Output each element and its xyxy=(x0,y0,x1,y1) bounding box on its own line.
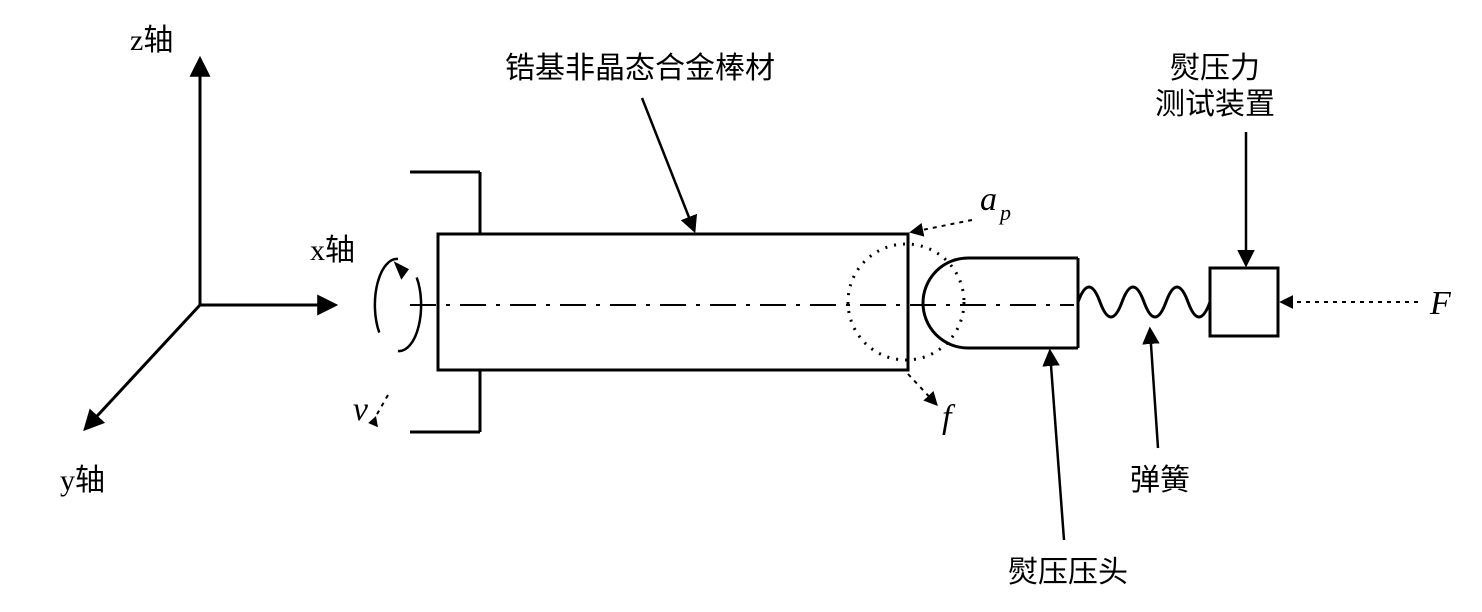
rotation-arc-front xyxy=(398,277,421,351)
rotation-arrowhead xyxy=(394,261,409,279)
spring-label: 弹簧 xyxy=(1130,464,1190,497)
x-axis-label: x轴 xyxy=(310,234,355,267)
force-box-label-2: 测试装置 xyxy=(1155,88,1275,121)
bar-label: 锆基非晶态合金棒材 xyxy=(505,52,775,85)
bar-pointer xyxy=(642,98,694,230)
ap-pointer xyxy=(912,220,972,232)
v-pointer xyxy=(376,395,388,416)
force-box xyxy=(1210,268,1278,336)
f-pointer xyxy=(908,374,936,404)
diagram-canvas: z轴 x轴 y轴 v 锆基非晶态合金棒材 ap f 熨压压头 弹簧 熨压力测试装置 F xyxy=(0,0,1482,612)
ap-label: ap xyxy=(980,181,1011,225)
F-label: F xyxy=(1429,285,1452,322)
spring xyxy=(1078,287,1210,317)
rotation-arc-back xyxy=(375,259,398,333)
spring-pointer xyxy=(1150,330,1158,448)
alloy-bar xyxy=(438,234,908,370)
y-axis-label: y轴 xyxy=(60,464,105,497)
v-pointer-head xyxy=(367,416,381,430)
head-arc xyxy=(923,258,968,348)
y-axis xyxy=(86,305,200,428)
head-label: 熨压压头 xyxy=(1008,556,1128,589)
force-box-label-1: 熨压力 xyxy=(1170,52,1260,85)
head-pointer xyxy=(1050,352,1064,540)
f-label: f xyxy=(942,399,956,436)
v-label: v xyxy=(353,391,369,428)
z-axis-label: z轴 xyxy=(130,24,173,57)
